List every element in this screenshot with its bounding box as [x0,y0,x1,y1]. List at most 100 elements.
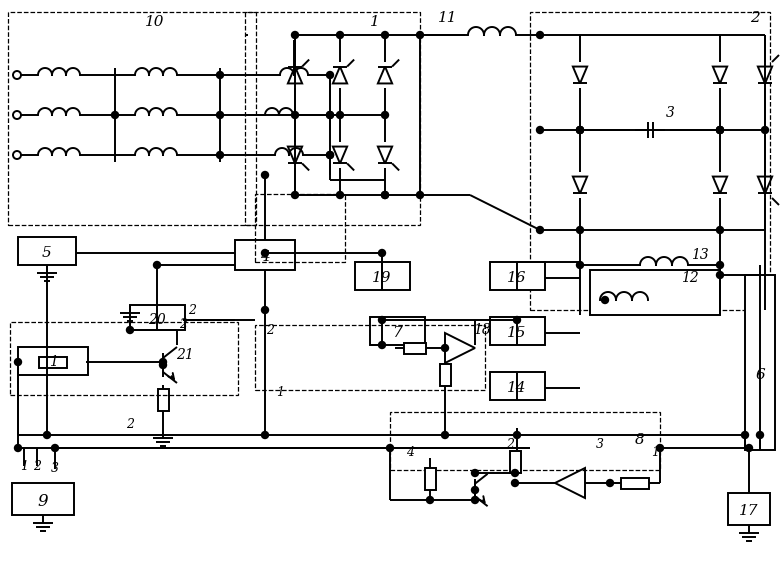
Text: 2: 2 [750,11,760,25]
Text: 4: 4 [406,446,414,458]
Bar [245,12,420,225]
Circle shape [537,31,544,39]
Text: 2: 2 [33,459,41,473]
Circle shape [327,152,334,158]
Text: 8: 8 [635,433,645,447]
Text: 17: 17 [739,504,759,518]
Circle shape [427,496,434,503]
Circle shape [126,327,133,333]
Text: 2: 2 [126,418,134,431]
Circle shape [717,271,724,279]
Text: 16: 16 [507,271,526,285]
Bar [39,356,67,368]
Circle shape [742,431,749,438]
Circle shape [327,71,334,79]
Circle shape [717,127,724,133]
Bar [509,451,520,473]
Text: 21: 21 [176,348,194,362]
Text: 14: 14 [507,381,526,395]
Bar [424,468,435,490]
Circle shape [576,127,583,133]
Bar [235,240,295,270]
Text: 2: 2 [179,319,187,332]
Circle shape [44,431,51,438]
Circle shape [607,479,614,487]
Circle shape [378,341,385,348]
Circle shape [576,226,583,234]
Circle shape [537,127,544,133]
Text: 1: 1 [651,446,659,458]
Circle shape [471,487,478,494]
Circle shape [757,431,764,438]
Circle shape [471,496,478,503]
Text: 9: 9 [37,492,48,510]
Circle shape [51,445,58,451]
Text: 3: 3 [665,106,675,120]
Circle shape [441,431,448,438]
Circle shape [336,192,343,198]
Circle shape [576,127,583,133]
Circle shape [513,316,520,324]
Bar [158,389,168,411]
Bar [490,372,545,400]
Bar [18,347,88,375]
Circle shape [292,112,299,119]
Circle shape [471,470,478,477]
Circle shape [512,470,519,477]
Circle shape [217,71,224,79]
Bar [18,237,76,265]
Bar [530,12,770,310]
Bar [130,305,185,330]
Circle shape [336,112,343,119]
Circle shape [512,479,519,487]
Circle shape [112,112,119,119]
Text: 2: 2 [506,438,514,451]
Circle shape [261,172,268,178]
Text: 6: 6 [755,368,765,382]
Bar [255,194,345,262]
Bar [728,493,770,525]
Circle shape [217,152,224,158]
Circle shape [378,250,385,256]
Circle shape [601,296,608,303]
Bar [12,483,74,515]
Circle shape [417,31,424,39]
Circle shape [537,226,544,234]
Circle shape [717,127,724,133]
Text: 7: 7 [392,326,402,340]
Bar [404,343,426,353]
Bar [255,325,485,390]
Circle shape [387,445,393,451]
Text: 2: 2 [266,324,274,336]
Circle shape [292,31,299,39]
Text: 3: 3 [596,438,604,451]
Bar [745,275,775,450]
Text: 18: 18 [473,323,491,337]
Circle shape [417,192,424,198]
Circle shape [261,307,268,314]
Circle shape [513,431,520,438]
Bar [439,364,451,386]
Bar [370,317,425,345]
Bar [621,478,649,488]
Circle shape [336,31,343,39]
Circle shape [217,112,224,119]
Circle shape [13,71,21,79]
Circle shape [159,361,166,368]
Circle shape [327,152,334,158]
Circle shape [292,192,299,198]
Circle shape [381,192,388,198]
Text: 10: 10 [145,15,165,29]
Circle shape [717,262,724,268]
Circle shape [159,359,166,365]
Text: 5: 5 [42,246,52,260]
Circle shape [576,127,583,133]
Circle shape [154,262,161,268]
Circle shape [15,359,22,365]
Text: 20: 20 [148,313,166,327]
Circle shape [261,431,268,438]
Circle shape [327,112,334,119]
Text: 1: 1 [370,15,380,29]
Text: 19: 19 [372,271,392,285]
Text: 2: 2 [188,303,196,316]
